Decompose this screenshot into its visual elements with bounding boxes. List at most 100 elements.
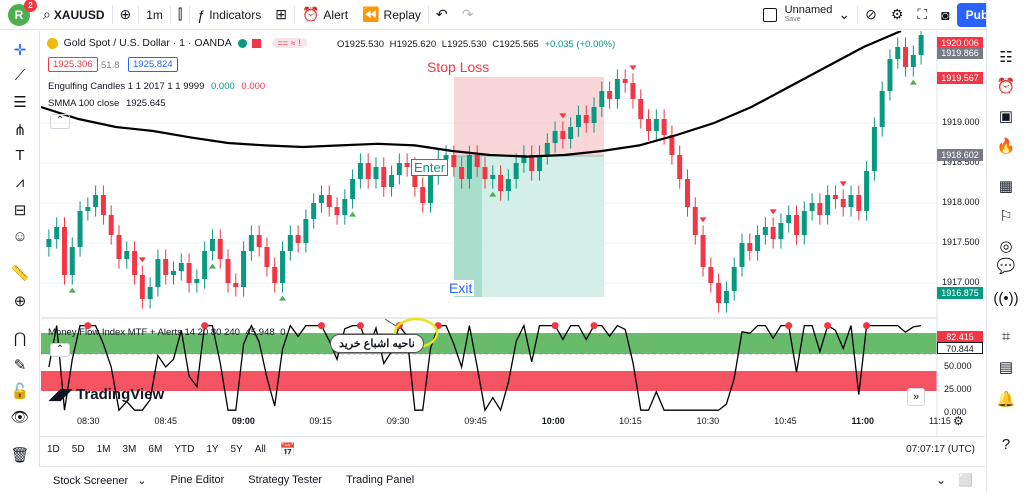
alerts-clock-icon[interactable]: ⏰ xyxy=(996,78,1016,95)
candle-body xyxy=(124,251,130,259)
user-avatar[interactable]: R 2 xyxy=(8,0,37,26)
streams-icon[interactable]: ◎ xyxy=(999,238,1013,255)
candle-body xyxy=(677,155,683,179)
magnet-icon[interactable]: ⋂ xyxy=(13,330,27,347)
candle-body xyxy=(100,195,106,215)
candle-body xyxy=(537,155,543,171)
quick-search-button[interactable]: ⊘ xyxy=(858,0,884,30)
range-button-5d[interactable]: 5D xyxy=(71,444,85,455)
maximize-panel-icon[interactable]: ⬜ xyxy=(958,473,973,487)
candle-body xyxy=(342,199,348,215)
candle-body xyxy=(653,119,659,131)
legend-toggle[interactable]: == ≈ ! xyxy=(271,38,307,48)
hotlist-flame-icon[interactable]: 🔥 xyxy=(996,138,1016,155)
range-button-ytd[interactable]: YTD xyxy=(174,444,195,455)
text-icon[interactable]: T xyxy=(15,147,25,164)
scroll-to-realtime-button[interactable]: » xyxy=(907,388,925,406)
candle-body xyxy=(918,35,924,55)
axis-settings-icon[interactable]: ⚙ xyxy=(953,414,964,428)
pattern-icon[interactable]: ⩘ xyxy=(15,174,25,191)
range-bar: 1D 5D 1M 3M 6M YTD 1Y 5Y All 📅 07:07:17 (UTC) xyxy=(41,436,985,462)
price-tag: 1920.006 xyxy=(937,37,983,49)
tab-pine-editor[interactable]: Pine Editor xyxy=(170,474,225,486)
collapse-legend-button[interactable]: ⌃ xyxy=(50,114,70,129)
settings-button[interactable]: ⚙ xyxy=(884,0,911,30)
bearish-engulfing-marker xyxy=(559,113,567,119)
chat-icon[interactable]: ▣ xyxy=(998,108,1014,125)
range-button-6m[interactable]: 6M xyxy=(148,444,163,455)
chat-bubble-icon[interactable]: 💬 xyxy=(996,258,1016,275)
pitchfork-icon[interactable]: ⋔ xyxy=(13,122,27,139)
trend-line-icon[interactable]: ⟋ xyxy=(14,67,26,84)
exit-label: Exit xyxy=(447,280,475,296)
emoji-icon[interactable]: ☺ xyxy=(12,228,28,245)
pine-scripts-icon[interactable]: ⌗ xyxy=(1001,328,1011,345)
stop-loss-zone[interactable] xyxy=(454,77,604,156)
price-chart-svg[interactable] xyxy=(40,25,985,436)
mfi-name: Money Flow Index MTF + Alerts 14 20 80 2… xyxy=(48,327,240,338)
time-tick-label: 09:30 xyxy=(386,416,410,426)
range-button-1y[interactable]: 1Y xyxy=(206,444,219,455)
chart-type-button[interactable]: ⫿ xyxy=(171,0,189,30)
horizontal-lines-icon[interactable]: ☰ xyxy=(13,94,27,111)
ruler-icon[interactable]: 📏 xyxy=(10,265,30,282)
snapshot-button[interactable]: ◙ xyxy=(934,0,956,30)
templates-button[interactable]: ⊞ xyxy=(268,0,294,30)
candle-body xyxy=(132,251,138,275)
candle-body xyxy=(864,171,870,211)
goto-date-icon[interactable]: 📅 xyxy=(279,441,297,457)
ask-price-box[interactable]: 1925.824 xyxy=(128,57,178,72)
eye-icon[interactable]: 👁 xyxy=(10,409,30,426)
candle-body xyxy=(646,119,652,131)
undo-button[interactable]: ↶ xyxy=(429,0,455,30)
compare-button[interactable]: ⊕ xyxy=(113,0,139,30)
candle-body xyxy=(708,267,714,283)
range-button-1m[interactable]: 1M xyxy=(96,444,111,455)
candle-body xyxy=(225,259,231,283)
time-tick-label: 11:00 xyxy=(851,416,875,426)
range-button-all[interactable]: All xyxy=(254,444,266,455)
fullscreen-button[interactable]: ⛶ xyxy=(910,0,934,30)
zoom-icon[interactable]: ⊕ xyxy=(13,293,27,310)
candle-body xyxy=(661,119,667,135)
pencil-lock-icon[interactable]: ✎ xyxy=(13,357,27,374)
range-button-5y[interactable]: 5Y xyxy=(230,444,243,455)
interval-button[interactable]: 1m xyxy=(146,7,163,22)
utc-clock[interactable]: 07:07:17 (UTC) xyxy=(906,444,975,455)
prediction-icon[interactable]: ⊟ xyxy=(13,202,27,219)
mfi-tag: 82.415 xyxy=(937,331,983,344)
replay-button[interactable]: ⏪ Replay xyxy=(355,0,428,30)
order-book-icon[interactable]: ▤ xyxy=(998,359,1014,376)
tab-strategy-tester[interactable]: Strategy Tester xyxy=(248,474,323,486)
mfi-overbought-dot xyxy=(317,322,325,330)
bid-price-box[interactable]: 1925.306 xyxy=(48,57,98,72)
symbol-search[interactable]: ⌕ XAUUSD xyxy=(36,0,112,30)
candle-body xyxy=(762,227,768,235)
price-tag: 1918.602 xyxy=(937,149,983,161)
notifications-bell-icon[interactable]: 🔔 xyxy=(996,391,1016,408)
redo-button[interactable]: ↷ xyxy=(455,0,481,30)
alert-button[interactable]: ⏰ Alert xyxy=(295,0,355,30)
candle-body xyxy=(482,167,488,179)
collapse-mfi-button[interactable]: ⌃ xyxy=(50,343,70,357)
range-button-1d[interactable]: 1D xyxy=(47,444,60,455)
candles xyxy=(46,25,924,313)
watchlist-icon[interactable]: ☷ xyxy=(999,49,1013,66)
lock-icon[interactable]: 🔓 xyxy=(10,383,30,400)
indicators-button[interactable]: ƒ Indicators xyxy=(190,0,268,30)
trash-icon[interactable]: 🗑 xyxy=(10,447,30,464)
collapse-panel-icon[interactable]: ⌄ xyxy=(935,473,947,487)
chart-area[interactable]: Gold Spot / U.S. Dollar · 1 · OANDA == ≈… xyxy=(40,25,985,436)
help-icon[interactable]: ? xyxy=(1001,436,1011,453)
candle-body xyxy=(77,211,83,247)
mfi-overbought-dot xyxy=(824,322,832,330)
tab-trading-panel[interactable]: Trading Panel xyxy=(346,474,415,486)
ideas-bulb-icon[interactable]: ⚐ xyxy=(999,208,1013,225)
range-button-3m[interactable]: 3M xyxy=(122,444,137,455)
calendar-icon[interactable]: ▦ xyxy=(998,178,1014,195)
tab-stock-screener[interactable]: Stock Screener ⌄ xyxy=(41,474,158,487)
broadcast-icon[interactable]: ((•)) xyxy=(993,290,1019,307)
quick-search-icon: ⊘ xyxy=(865,6,877,22)
crosshair-icon[interactable]: ✛ xyxy=(13,42,27,59)
layout-button[interactable]: Unnamed Save ⌄ xyxy=(756,0,857,30)
